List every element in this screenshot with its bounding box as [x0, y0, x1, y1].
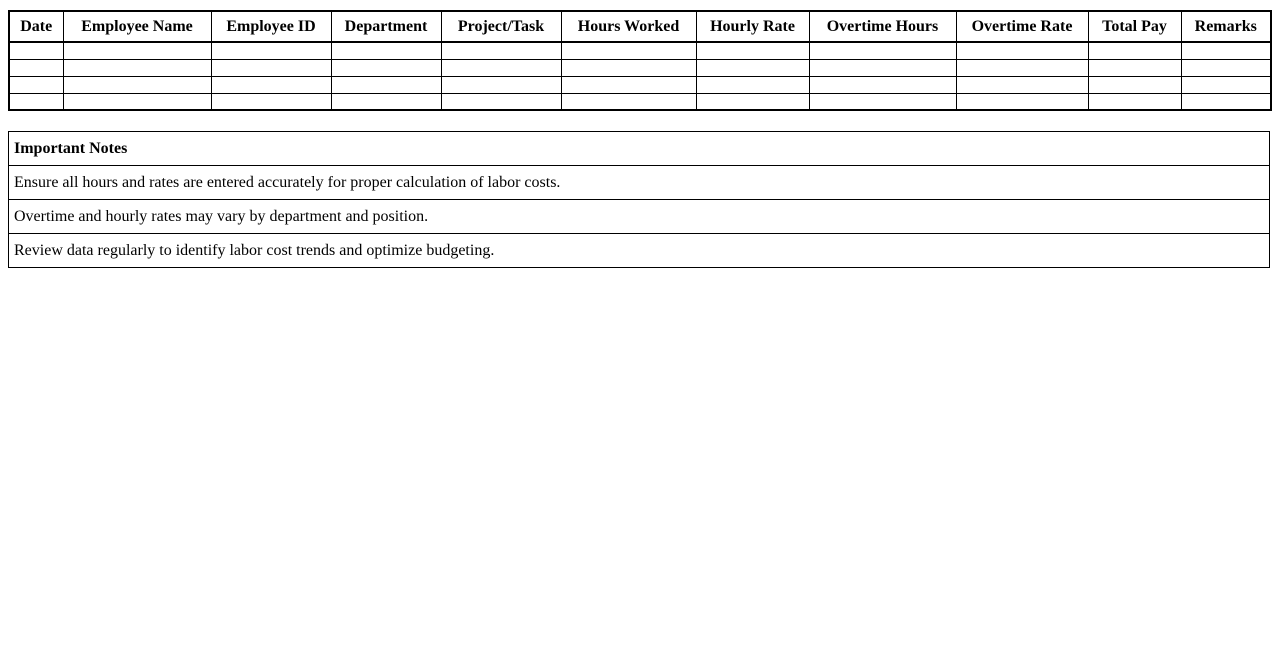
timesheet-empty-cell [955, 41, 1089, 60]
col-header-overtime-rate: Overtime Rate [955, 10, 1089, 43]
timesheet-empty-cell [440, 75, 562, 94]
timesheet-header-row: Date Employee Name Employee ID Departmen… [8, 10, 1272, 43]
timesheet-empty-cell [695, 58, 810, 77]
note-item-row: Ensure all hours and rates are entered a… [8, 165, 1270, 200]
timesheet-empty-cell [1180, 75, 1272, 94]
timesheet-empty-cell [62, 58, 212, 77]
notes-title: Important Notes [8, 131, 1270, 166]
timesheet-empty-cell [695, 92, 810, 111]
timesheet-empty-cell [330, 41, 442, 60]
note-item: Ensure all hours and rates are entered a… [8, 165, 1270, 200]
timesheet-empty-cell [955, 92, 1089, 111]
timesheet-empty-row [8, 75, 1272, 94]
timesheet-empty-cell [560, 75, 697, 94]
timesheet-empty-cell [330, 92, 442, 111]
timesheet-empty-cell [8, 41, 64, 60]
timesheet-empty-cell [330, 75, 442, 94]
timesheet-empty-cell [1087, 41, 1182, 60]
note-item: Review data regularly to identify labor … [8, 233, 1270, 268]
col-header-employee-name: Employee Name [62, 10, 212, 43]
timesheet-empty-cell [440, 58, 562, 77]
col-header-hours-worked: Hours Worked [560, 10, 697, 43]
timesheet-empty-row [8, 41, 1272, 60]
note-item-row: Overtime and hourly rates may vary by de… [8, 199, 1270, 234]
note-item: Overtime and hourly rates may vary by de… [8, 199, 1270, 234]
col-header-employee-id: Employee ID [210, 10, 332, 43]
timesheet-empty-row [8, 92, 1272, 111]
timesheet-empty-row [8, 58, 1272, 77]
timesheet-empty-cell [1180, 41, 1272, 60]
col-header-total-pay: Total Pay [1087, 10, 1182, 43]
notes-title-row: Important Notes [8, 131, 1270, 166]
timesheet-empty-cell [560, 41, 697, 60]
timesheet-empty-cell [1087, 75, 1182, 94]
timesheet-empty-cell [62, 75, 212, 94]
timesheet-empty-cell [440, 41, 562, 60]
timesheet-empty-cell [210, 75, 332, 94]
timesheet-empty-cell [440, 92, 562, 111]
important-notes-table: Important Notes Ensure all hours and rat… [8, 131, 1270, 268]
col-header-overtime-hours: Overtime Hours [808, 10, 957, 43]
timesheet-empty-cell [1180, 58, 1272, 77]
timesheet-empty-cell [62, 41, 212, 60]
col-header-date: Date [8, 10, 64, 43]
timesheet-empty-cell [1087, 92, 1182, 111]
col-header-remarks: Remarks [1180, 10, 1272, 43]
timesheet-empty-cell [210, 41, 332, 60]
col-header-project-task: Project/Task [440, 10, 562, 43]
timesheet-empty-cell [330, 58, 442, 77]
timesheet-empty-cell [560, 92, 697, 111]
col-header-hourly-rate: Hourly Rate [695, 10, 810, 43]
timesheet-empty-cell [210, 58, 332, 77]
col-header-department: Department [330, 10, 442, 43]
timesheet-body [8, 41, 1272, 111]
note-item-row: Review data regularly to identify labor … [8, 233, 1270, 268]
timesheet-empty-cell [8, 92, 64, 111]
timesheet-empty-cell [1087, 58, 1182, 77]
timesheet-table: Date Employee Name Employee ID Departmen… [8, 10, 1272, 111]
timesheet-empty-cell [695, 41, 810, 60]
timesheet-empty-cell [808, 58, 957, 77]
timesheet-empty-cell [560, 58, 697, 77]
timesheet-empty-cell [808, 92, 957, 111]
timesheet-empty-cell [62, 92, 212, 111]
timesheet-empty-cell [955, 75, 1089, 94]
timesheet-empty-cell [955, 58, 1089, 77]
timesheet-empty-cell [210, 92, 332, 111]
timesheet-empty-cell [8, 75, 64, 94]
timesheet-empty-cell [808, 75, 957, 94]
timesheet-empty-cell [695, 75, 810, 94]
timesheet-empty-cell [1180, 92, 1272, 111]
timesheet-empty-cell [808, 41, 957, 60]
timesheet-empty-cell [8, 58, 64, 77]
